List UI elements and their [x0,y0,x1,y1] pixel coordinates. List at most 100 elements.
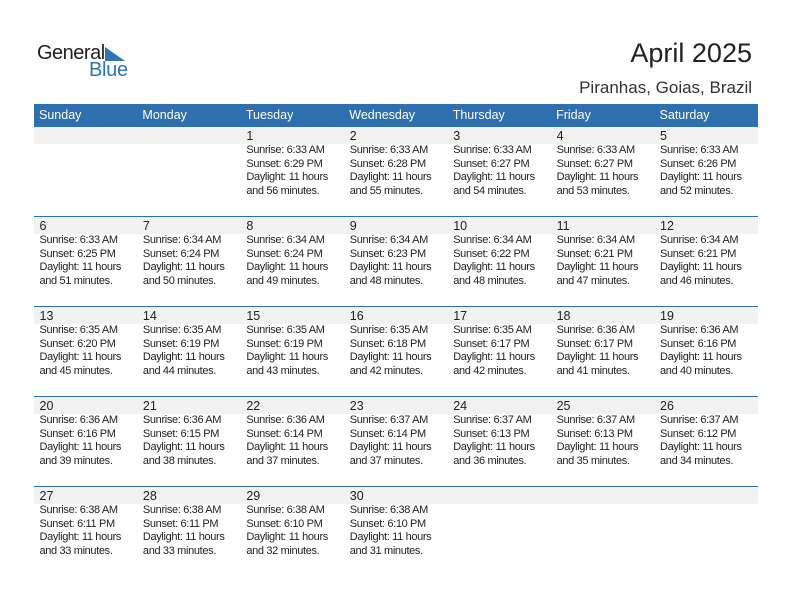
daylight-hours: 11 hours [495,171,536,183]
daylight-line: Daylight: 11 hours [453,171,551,185]
logo-word-general: General [37,42,105,64]
day-number: 13 [39,309,54,323]
empty-cell [34,127,137,216]
sunset-line: Sunset: 6:22 PM [453,248,551,262]
sunrise-label: Sunrise: [142,414,181,426]
day-cell: 24 Sunrise: 6:37 AM Sunset: 6:13 PM Dayligh… [448,397,551,486]
day-cell: 14 Sunrise: 6:35 AM Sunset: 6:19 PM Dayligh… [137,307,240,396]
day-number: 2 [349,129,357,143]
sunset-label: Sunset: [556,427,592,440]
sunrise-label: Sunrise: [660,144,698,156]
day-cell: 13 Sunrise: 6:35 AM Sunset: 6:20 PM Dayligh… [34,307,137,396]
sunrise-line: Sunrise: 6:38 AM [350,504,448,518]
day-cell: 28 Sunrise: 6:38 AM Sunset: 6:11 PM Dayligh… [137,487,240,576]
weekday-header: Sunday Monday Tuesday Wednesday Thursday Frid… [34,104,758,126]
sunrise-time: 6:33 AM [700,144,739,156]
daylight-minutes: and 41 minutes. [556,364,630,377]
daylight-hours: 11 hours [392,351,432,363]
daylight-label: Daylight: [453,171,493,183]
day-cell: 5 Sunrise: 6:33 AM Sunset: 6:26 PM Daylight… [655,127,758,216]
sunrise-line: Sunrise: 6:36 AM [660,324,758,338]
sunrise-time: 6:36 AM [596,324,635,336]
sunrise-label: Sunrise: [349,144,388,156]
sunset-line: Sunset: 6:24 PM [246,248,344,262]
sunset-label: Sunset: [246,427,282,440]
day-number: 4 [556,129,564,143]
sunrise-label: Sunrise: [349,324,388,336]
sunrise-label: Sunrise: [39,414,78,426]
day-number: 18 [556,309,571,323]
daylight-hours: 11 hours [288,351,329,363]
sunrise-label: Sunrise: [556,414,595,426]
sunset-line: Sunset: 6:24 PM [143,248,241,262]
sunset-time: 6:20 PM [77,337,116,350]
sunrise-time: 6:34 AM [390,234,428,246]
sunset-line: Sunset: 6:17 PM [453,338,551,352]
day-cell: 7 Sunrise: 6:34 AM Sunset: 6:24 PM Daylight… [137,217,240,306]
daylight-hours: 11 hours [288,261,329,273]
sunrise-time: 6:34 AM [183,234,222,246]
daylight-line: Daylight: 11 hours [143,261,241,275]
sunset-label: Sunset: [660,247,695,260]
sunrise-time: 6:33 AM [596,144,635,156]
daylight-hours: 11 hours [702,261,742,273]
day-number-strip [34,307,758,324]
daylight-label: Daylight: [39,261,80,273]
sunrise-line: Sunrise: 6:34 AM [557,234,655,248]
sunset-label: Sunset: [556,337,592,350]
day-cell: 26 Sunrise: 6:37 AM Sunset: 6:12 PM Dayligh… [655,397,758,486]
sunrise-line: Sunrise: 6:36 AM [246,414,344,428]
day-cell: 1 Sunrise: 6:33 AM Sunset: 6:29 PM Daylight… [241,127,344,216]
sunset-line: Sunset: 6:25 PM [40,248,138,262]
sunrise-line: Sunrise: 6:35 AM [40,324,138,338]
sunrise-label: Sunrise: [660,324,698,336]
sunrise-line: Sunrise: 6:37 AM [453,414,551,428]
daylight-label: Daylight: [246,261,286,273]
sunrise-label: Sunrise: [556,234,595,246]
daylight-line: Daylight: 11 hours [143,351,241,365]
daylight-minutes: and 49 minutes. [246,274,320,287]
daylight-hours: 11 hours [495,441,536,453]
week-row: 27 Sunrise: 6:38 AM Sunset: 6:11 PM Dayligh… [34,486,758,576]
daylight-minutes: and 31 minutes. [349,544,423,557]
day-number: 10 [453,219,468,233]
weekday-wednesday: Wednesday [349,108,416,122]
day-number: 1 [246,129,254,143]
day-cell: 10 Sunrise: 6:34 AM Sunset: 6:22 PM Dayligh… [448,217,551,306]
sunset-time: 6:11 PM [77,517,115,530]
week-row: 1 Sunrise: 6:33 AM Sunset: 6:29 PM Daylight… [34,126,758,216]
sunset-time: 6:22 PM [490,247,530,260]
daylight-minutes: and 56 minutes. [246,184,320,197]
sunrise-label: Sunrise: [453,414,491,426]
daylight-hours: 11 hours [185,261,225,273]
sunrise-line: Sunrise: 6:35 AM [143,324,241,338]
day-number: 28 [142,489,157,503]
daylight-minutes: and 36 minutes. [453,454,527,467]
day-number: 3 [453,129,461,143]
daylight-label: Daylight: [246,171,286,183]
sunset-line: Sunset: 6:27 PM [557,158,655,172]
weekday-saturday: Saturday [659,108,710,122]
daylight-label: Daylight: [246,351,286,363]
empty-cell [137,127,240,216]
daylight-line: Daylight: 11 hours [246,261,344,275]
daylight-line: Daylight: 11 hours [246,531,344,545]
sunrise-time: 6:35 AM [79,324,118,336]
daylight-label: Daylight: [349,261,390,273]
sunrise-line: Sunrise: 6:34 AM [246,234,344,248]
daylight-label: Daylight: [349,531,390,543]
sunset-label: Sunset: [453,337,489,350]
day-number: 20 [39,399,54,413]
sunset-time: 6:23 PM [387,247,426,260]
sunrise-line: Sunrise: 6:33 AM [40,234,138,248]
sunset-time: 6:24 PM [283,247,323,260]
daylight-line: Daylight: 11 hours [40,441,138,455]
daylight-minutes: and 54 minutes. [453,184,527,197]
sunrise-line: Sunrise: 6:33 AM [453,144,551,158]
sunrise-line: Sunrise: 6:36 AM [143,414,241,428]
daylight-minutes: and 43 minutes. [246,364,320,377]
daylight-hours: 11 hours [598,351,639,363]
sunset-label: Sunset: [142,517,178,530]
daylight-hours: 11 hours [81,261,122,273]
